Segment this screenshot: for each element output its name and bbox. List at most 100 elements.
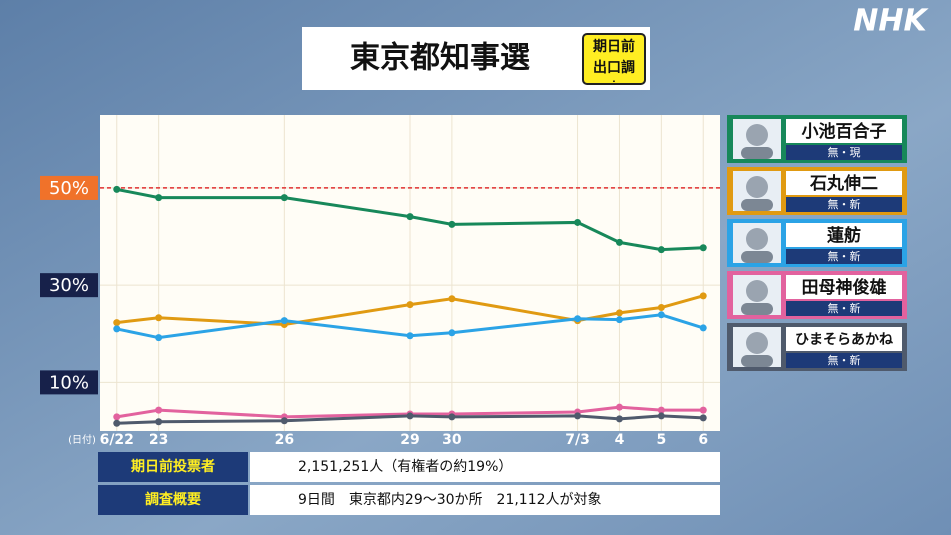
data-point <box>113 419 121 427</box>
data-point <box>448 329 456 337</box>
y-tick-label: 30% <box>49 275 89 296</box>
info-table: 期日前投票者 2,151,251人（有権者の約19%） 調査概要 9日間 東京都内29… <box>98 452 720 515</box>
avatar-body <box>741 251 773 263</box>
avatar-head <box>746 124 768 146</box>
data-point <box>406 332 414 340</box>
data-point <box>699 414 707 422</box>
data-point <box>574 412 582 420</box>
x-tick-label: 26 <box>275 432 294 448</box>
table-cell: 9日間 東京都内29〜30か所 21,112人が対象 <box>298 492 602 508</box>
legend-tag: 無・新 <box>828 353 861 367</box>
data-point <box>280 417 288 425</box>
y-tick-label: 10% <box>49 372 89 393</box>
x-tick-label: 6/22 <box>100 432 134 448</box>
legend-name-bg <box>786 119 902 143</box>
x-tick-label: 23 <box>149 432 168 448</box>
x-tick-label: 6 <box>698 432 708 448</box>
legend-name-bg <box>786 171 902 195</box>
data-point <box>699 244 707 252</box>
data-point <box>280 194 288 202</box>
data-point <box>113 185 121 193</box>
data-point <box>113 319 121 327</box>
table-cell: 2,151,251人（有権者の約19%） <box>298 458 512 475</box>
y-tick-box <box>40 273 98 298</box>
table-head: 期日前投票者 <box>131 458 215 475</box>
badge-holder: 期日前出口調査 <box>593 39 635 82</box>
table-cell-bg <box>250 485 720 515</box>
data-point <box>574 315 582 323</box>
table-head: 調査概要 <box>145 491 201 508</box>
data-point <box>615 415 623 423</box>
avatar-head <box>746 280 768 302</box>
table-head-bg <box>98 485 248 515</box>
legend-tag-bg <box>786 197 902 212</box>
data-point <box>406 412 414 420</box>
data-point <box>280 317 288 325</box>
data-point <box>155 406 163 414</box>
data-point <box>615 316 623 324</box>
data-point <box>113 325 121 333</box>
data-point <box>699 324 707 332</box>
table-head-bg <box>98 452 248 482</box>
legend-name: 小池百合子 <box>802 121 887 142</box>
data-point <box>699 292 707 300</box>
data-point <box>657 304 665 312</box>
avatar-body <box>741 355 773 367</box>
chart-title: 東京都知事選 <box>350 41 530 76</box>
data-point <box>113 413 121 421</box>
x-tick-label: 7/3 <box>565 432 590 448</box>
data-point <box>615 238 623 246</box>
legend-tag-bg <box>786 301 902 316</box>
legend-name-bg <box>786 327 902 351</box>
legend-tag: 無・新 <box>828 249 861 263</box>
x-tick-label: 30 <box>442 432 462 448</box>
data-point <box>155 334 163 342</box>
avatar-head <box>746 332 768 354</box>
avatar-head <box>746 176 768 198</box>
data-point <box>448 295 456 303</box>
x-tick-label: 5 <box>656 432 666 448</box>
data-point <box>448 413 456 421</box>
legend-tag-bg <box>786 249 902 264</box>
data-point <box>657 412 665 420</box>
data-point <box>155 314 163 322</box>
data-point <box>448 220 456 228</box>
data-point <box>657 246 665 254</box>
avatar-body <box>741 147 773 159</box>
x-tick-label: 29 <box>400 432 419 448</box>
data-point <box>155 194 163 202</box>
legend-tag-bg <box>786 145 902 160</box>
avatar-body <box>741 303 773 315</box>
y-tick-box <box>40 175 98 200</box>
brand-logo: NHK <box>853 4 929 39</box>
data-point <box>574 218 582 226</box>
legend-name: 蓮舫 <box>827 225 861 246</box>
legend-name-bg <box>786 275 902 299</box>
data-point <box>406 301 414 309</box>
legend-tag: 無・新 <box>828 301 861 315</box>
avatar-head <box>746 228 768 250</box>
data-point <box>615 309 623 317</box>
legend-tag: 無・新 <box>828 197 861 211</box>
avatar-body <box>741 199 773 211</box>
plot <box>100 115 720 431</box>
legend-name-bg <box>786 223 902 247</box>
data-point <box>406 213 414 221</box>
legend-tag: 無・現 <box>828 145 861 159</box>
legend-name: 石丸伸二 <box>809 173 878 194</box>
y-tick-label: 50% <box>49 178 89 199</box>
data-point <box>615 403 623 411</box>
data-point <box>657 406 665 414</box>
x-axis-label: (日付) <box>68 433 96 446</box>
y-tick-box <box>40 370 98 395</box>
table-cell-bg <box>250 452 720 482</box>
legend-name: 田母神俊雄 <box>802 277 887 298</box>
data-point <box>657 311 665 319</box>
badge-text: 期日前出口調査 <box>593 39 635 82</box>
badge <box>582 33 646 85</box>
data-point <box>155 418 163 426</box>
data-point <box>699 406 707 414</box>
x-tick-label: 4 <box>615 432 625 448</box>
